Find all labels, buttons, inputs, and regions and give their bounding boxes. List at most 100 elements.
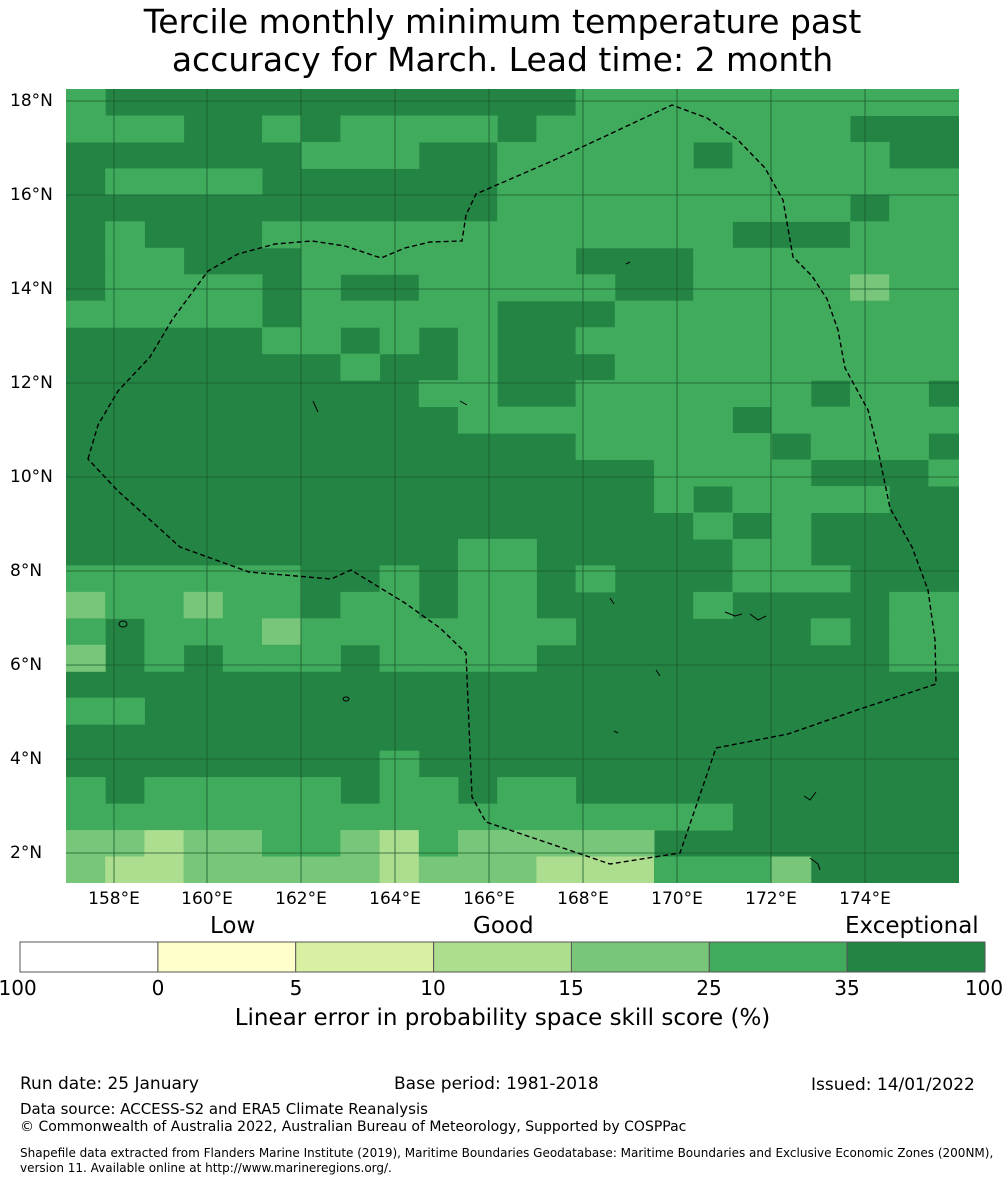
lon-label: 160°E: [181, 889, 233, 909]
grid-cell: [262, 777, 302, 805]
grid-cell: [418, 274, 459, 302]
grid-cell: [614, 380, 655, 408]
grid-cell: [575, 380, 616, 408]
shapefile-credit: Shapefile data extracted from Flanders M…: [20, 1146, 994, 1175]
grid-cell: [183, 168, 224, 196]
grid-cell: [418, 247, 459, 275]
grid-cell: [301, 274, 341, 302]
grid-cell: [105, 300, 145, 328]
grid-cell: [732, 274, 773, 302]
grid-cell: [928, 353, 959, 381]
grid-cell: [732, 194, 773, 222]
grid-cell: [301, 644, 341, 672]
grid-cell: [614, 300, 655, 328]
grid-cell: [144, 803, 185, 831]
grid-cell: [614, 194, 655, 222]
grid-cell: [262, 115, 302, 143]
colorbar-category-exceptional: Exceptional: [845, 913, 979, 939]
grid-cell: [771, 247, 812, 275]
grid-cell: [928, 300, 959, 328]
grid-cell: [418, 380, 459, 408]
grid-cell: [693, 89, 733, 116]
grid-cell: [262, 591, 302, 619]
grid-cell: [654, 380, 694, 408]
grid-cell: [301, 777, 341, 805]
grid-cell: [66, 591, 106, 619]
grid-cell: [379, 856, 420, 883]
grid-cell: [301, 803, 341, 831]
grid-cell: [889, 300, 929, 328]
grid-cell: [693, 856, 733, 883]
grid-cell: [222, 803, 263, 831]
colorbar-tick: 0: [151, 976, 165, 1000]
grid-cell: [183, 856, 224, 883]
grid-cell: [810, 300, 851, 328]
grid-cell: [144, 168, 185, 196]
island-shape: [625, 261, 631, 265]
island-shape: [342, 696, 350, 702]
grid-cell: [497, 777, 537, 805]
grid-cell: [536, 247, 577, 275]
grid-cell: [771, 512, 812, 540]
grid-cell: [928, 194, 959, 222]
grid-cell: [810, 486, 851, 513]
grid-cell: [575, 221, 616, 249]
lat-label: 4°N: [10, 749, 43, 769]
grid-cell: [575, 115, 616, 143]
grid-cell: [654, 856, 694, 883]
grid-cell: [458, 538, 498, 566]
grid-cell: [654, 221, 694, 249]
grid-cell: [614, 856, 655, 883]
grid-cell: [458, 803, 498, 831]
grid-cell: [850, 274, 890, 302]
grid-cell: [850, 141, 890, 169]
grid-cell: [771, 300, 812, 328]
colorbar-tick: 25: [696, 976, 722, 1000]
grid-cell: [771, 565, 812, 593]
lat-label: 2°N: [10, 843, 43, 863]
grid-cell: [614, 406, 655, 434]
grid-cell: [105, 168, 145, 196]
lon-label: 172°E: [745, 889, 797, 909]
grid-cell: [418, 644, 459, 672]
grid-cell: [340, 591, 381, 619]
island-shape: [809, 857, 821, 871]
grid-cell: [497, 194, 537, 222]
grid-cell: [771, 327, 812, 355]
grid-cell: [850, 168, 890, 196]
grid-cell: [458, 300, 498, 328]
grid-cell: [732, 856, 773, 883]
island-shape: [749, 613, 767, 621]
colorbar-label: Linear error in probability space skill …: [234, 1005, 771, 1031]
grid-cell: [144, 300, 185, 328]
data-source: Data source: ACCESS-S2 and ERA5 Climate …: [20, 1100, 428, 1118]
grid-cell: [105, 247, 145, 275]
lat-label: 12°N: [10, 373, 53, 393]
grid-cell: [693, 300, 733, 328]
grid-cell: [66, 89, 106, 116]
grid-cell: [418, 856, 459, 883]
grid-cell: [693, 274, 733, 302]
grid-cell: [693, 353, 733, 381]
grid-cell: [144, 274, 185, 302]
issued-date: Issued: 14/01/2022: [811, 1075, 975, 1095]
colorbar: [19, 941, 986, 973]
colorbar-swatch: [708, 941, 848, 973]
grid-cell: [340, 141, 381, 169]
grid-cell: [418, 300, 459, 328]
grid-cell: [458, 274, 498, 302]
colorbar-tick: 15: [558, 976, 584, 1000]
grid-cell: [654, 89, 694, 116]
grid-cell: [575, 194, 616, 222]
grid-cell: [810, 194, 851, 222]
grid-cell: [928, 168, 959, 196]
grid-cell: [340, 247, 381, 275]
grid-cell: [654, 141, 694, 169]
grid-cell: [458, 406, 498, 434]
grid-cell: [889, 221, 929, 249]
grid-cell: [66, 618, 106, 646]
grid-cell: [614, 353, 655, 381]
grid-cell: [497, 618, 537, 646]
grid-cell: [810, 141, 851, 169]
lat-label: 6°N: [10, 655, 43, 675]
